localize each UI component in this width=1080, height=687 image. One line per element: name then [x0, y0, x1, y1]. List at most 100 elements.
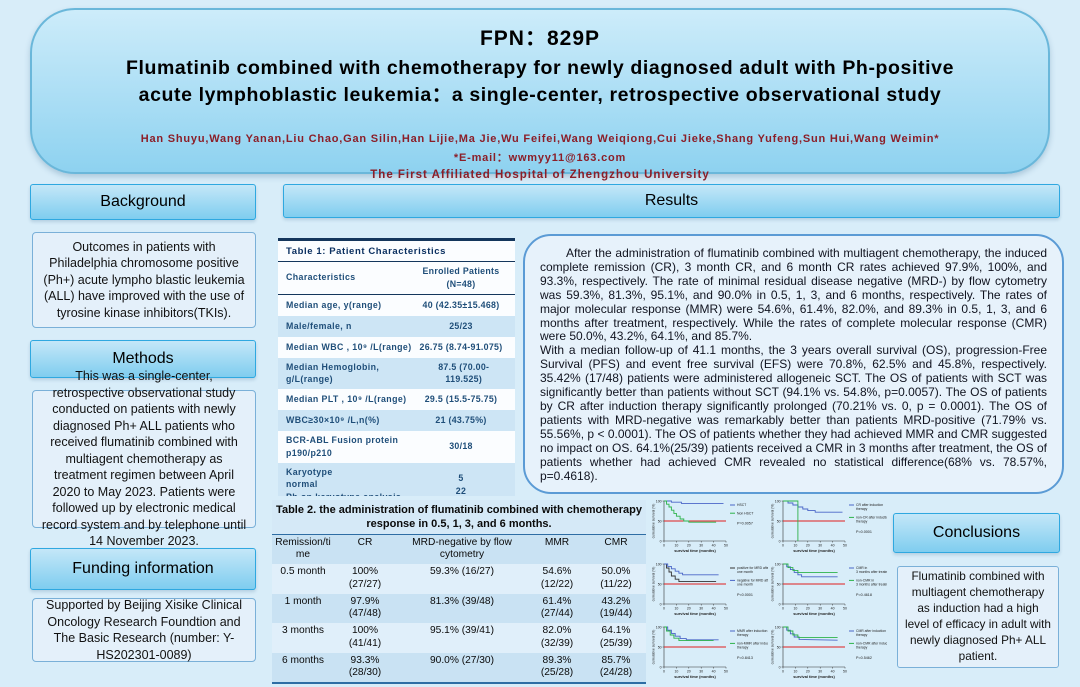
svg-text:cumulative survival (%): cumulative survival (%) — [771, 630, 775, 665]
svg-text:0: 0 — [660, 602, 662, 606]
table1-header-label: Characteristics — [286, 272, 356, 283]
svg-text:30: 30 — [818, 544, 822, 548]
svg-text:P=0.5462: P=0.5462 — [856, 656, 872, 660]
svg-text:20: 20 — [806, 607, 810, 611]
table2-cell: 3 months — [282, 625, 324, 637]
svg-text:survival time (months): survival time (months) — [793, 611, 835, 616]
table1-cell-label: Median WBC , 10⁹ /L(range) — [286, 341, 412, 352]
table1-cell-label: Median Hemoglobin, g/L(range) — [286, 361, 380, 385]
svg-text:100: 100 — [775, 562, 781, 566]
table-row: Median age, y(range) 40 (42.35±15.468) — [278, 295, 515, 316]
svg-text:40: 40 — [712, 607, 716, 611]
table1-cell-value: 29.5 (15.5-75.75) — [424, 394, 498, 405]
svg-text:0: 0 — [663, 544, 665, 548]
svg-text:100: 100 — [656, 499, 662, 503]
table1-cell-label: Median PLT , 10⁹ /L(range) — [286, 394, 407, 405]
svg-text:0: 0 — [782, 607, 784, 611]
poster-title-banner: FPN：829P Flumatinib combined with chemot… — [30, 8, 1050, 181]
table2-cell: 54.6% (12/22) — [540, 566, 574, 590]
svg-text:50: 50 — [777, 582, 781, 586]
table2-header-cell: Remission/time — [275, 536, 331, 561]
svg-text:50: 50 — [658, 645, 662, 649]
svg-text:survival time (months): survival time (months) — [674, 674, 716, 679]
svg-text:50: 50 — [658, 519, 662, 523]
svg-text:P=0.4618: P=0.4618 — [856, 593, 872, 597]
table2-cell: 0.5 month — [280, 566, 326, 578]
table-row: Median Hemoglobin, g/L(range) 87.5 (70.00… — [278, 357, 515, 389]
svg-text:50: 50 — [724, 670, 728, 674]
km-plot-5: 100 50 00 10 20 30 40 50 survival time (months) c… — [652, 625, 769, 679]
table1-cell-label: Karyotype normal Ph on karyotype analysi… — [286, 466, 401, 497]
table-row: WBC≥30×10⁹ /L,n(%) 21 (43.75%) — [278, 410, 515, 431]
svg-text:40: 40 — [831, 670, 835, 674]
svg-text:10: 10 — [793, 670, 797, 674]
table-row: Median WBC , 10⁹ /L(range) 26.75 (8.74-91… — [278, 337, 515, 358]
svg-text:10: 10 — [674, 607, 678, 611]
table2-header-cell: MMR — [544, 536, 570, 548]
section-header-methods: Methods — [30, 340, 256, 378]
svg-text:40: 40 — [712, 544, 716, 548]
poster-title-line1: Flumatinib combined with chemotherapy fo… — [125, 57, 955, 79]
svg-text:0: 0 — [782, 544, 784, 548]
table2-cell: 89.3% (25/28) — [540, 654, 574, 679]
table2-bottom-rule — [272, 682, 646, 687]
svg-text:50: 50 — [777, 645, 781, 649]
svg-text:P=0.8413: P=0.8413 — [737, 656, 753, 660]
table2-cell: 61.4% (27/44) — [540, 595, 574, 620]
svg-text:50: 50 — [724, 607, 728, 611]
km-plot-4: 100 50 00 10 20 30 40 50 survival time (months) c… — [771, 562, 888, 616]
svg-text:survival time (months): survival time (months) — [674, 611, 716, 616]
table2-cell: 85.7% (24/28) — [599, 654, 633, 679]
table-row: BCR-ABL Fusion protein p190/p210 30/18 — [278, 431, 515, 463]
svg-text:50: 50 — [777, 519, 781, 523]
poster-title: Flumatinib combined with chemotherapy fo… — [32, 55, 1048, 109]
table1-cell-value: 25/23 — [449, 320, 473, 331]
section-header-funding: Funding information — [30, 548, 256, 590]
table1-cell-value: 21 (43.75%) — [435, 415, 487, 426]
svg-text:survival time (months): survival time (months) — [793, 548, 835, 553]
table2-cell: 43.2% (19/44) — [599, 595, 633, 620]
table-row: Karyotype normal Ph on karyotype analysi… — [278, 462, 515, 497]
svg-text:CMR in3 months after treatment: CMR in3 months after treatment — [856, 566, 887, 574]
svg-text:20: 20 — [806, 670, 810, 674]
table2-cell: 59.3% (16/27) — [430, 566, 494, 578]
svg-text:50: 50 — [843, 607, 847, 611]
table2-header-cell: CR — [357, 536, 373, 548]
svg-text:cumulative survival (%): cumulative survival (%) — [652, 567, 656, 602]
svg-text:0: 0 — [660, 539, 662, 543]
table-row: Male/female, n 25/23 — [278, 315, 515, 337]
svg-text:40: 40 — [831, 607, 835, 611]
table2-header-row: Remission/time CR MRD-negative by flow cyt… — [272, 533, 646, 565]
table1-cell-value: 26.75 (8.74-91.075) — [419, 341, 503, 352]
svg-text:100: 100 — [775, 625, 781, 629]
svg-text:P<0.0001: P<0.0001 — [737, 593, 753, 597]
svg-text:30: 30 — [818, 670, 822, 674]
svg-text:0: 0 — [782, 670, 784, 674]
km-plot-1: 100 50 00 10 20 30 40 50 survival time (months) c… — [652, 499, 754, 553]
svg-text:30: 30 — [699, 544, 703, 548]
table-row: 3 months 100% (41/41) 95.1% (39/41) 82.0% (… — [272, 623, 646, 653]
table1-header-row: Characteristics Enrolled Patients (N=48) — [278, 262, 515, 295]
svg-text:cumulative survival (%): cumulative survival (%) — [652, 504, 656, 539]
methods-text: This was a single-center, retrospective … — [32, 369, 256, 548]
table1-patient-characteristics: Table 1: Patient Characteristics Charact… — [278, 238, 515, 496]
table2-cell: 100% (27/27) — [348, 566, 382, 590]
table-row: 6 months 93.3% (28/30) 90.0% (27/30) 89.3% … — [272, 652, 646, 683]
table2-header-cell: CMR — [604, 536, 628, 548]
table2-header-cell: MRD-negative by flow cytometry — [412, 536, 512, 561]
section-header-background: Background — [30, 184, 256, 220]
svg-text:0: 0 — [660, 665, 662, 669]
table2-cell: 90.0% (27/30) — [430, 654, 494, 666]
table2-title: Table 2. the administration of flumatini… — [276, 504, 642, 531]
svg-text:50: 50 — [843, 670, 847, 674]
background-text: Outcomes in patients with Philadelphia c… — [32, 232, 256, 328]
svg-text:100: 100 — [656, 562, 662, 566]
svg-text:0: 0 — [779, 539, 781, 543]
svg-text:20: 20 — [687, 607, 691, 611]
svg-text:survival time (months): survival time (months) — [793, 674, 835, 679]
